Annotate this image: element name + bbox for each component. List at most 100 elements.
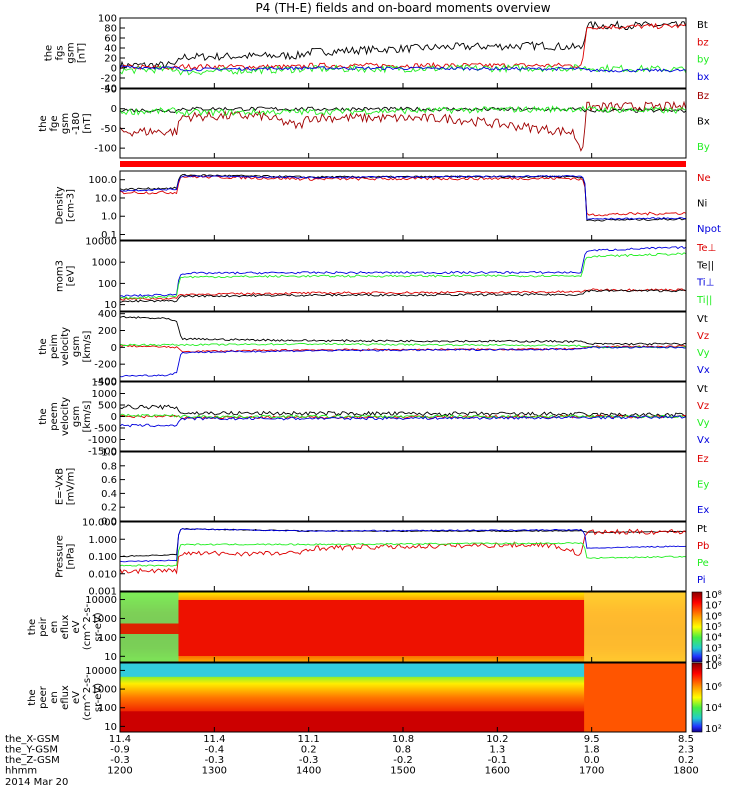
y-axis-label-line: the — [38, 338, 49, 354]
y-tick-label: 0.6 — [101, 475, 117, 486]
x-axis-value: 11.4 — [109, 734, 131, 745]
y-tick-label: 100 — [98, 279, 117, 290]
legend-entry-bz: bz — [697, 37, 709, 48]
y-tick-label: 20 — [104, 54, 117, 65]
panel-frame — [119, 451, 687, 522]
spectrogram-main-region — [178, 600, 585, 656]
legend-entry-Vz: Vz — [697, 401, 709, 412]
y-tick-label: 500 — [98, 401, 117, 412]
legend-entry-Pe: Pe — [697, 558, 709, 569]
x-axis-row-label: hhmm — [5, 766, 37, 777]
y-tick-label: 0.4 — [101, 489, 117, 500]
y-tick-label: 0 — [111, 343, 117, 354]
y-tick-label: 1500 — [92, 378, 117, 389]
spectrogram-post-region — [584, 663, 686, 732]
y-tick-label: 0.0 — [101, 517, 117, 528]
y-axis-label-line: eflux — [60, 615, 71, 640]
y-axis-label-line: velocity — [60, 327, 71, 366]
y-tick-label: 200 — [98, 326, 117, 337]
y-tick-label: 0.1 — [101, 230, 117, 241]
spectrogram-pre-band — [120, 623, 179, 634]
legend-entry-Ey: Ey — [697, 480, 709, 491]
y-tick-label: 1000 — [92, 258, 117, 269]
y-axis-label-line: [cm-3] — [66, 189, 77, 222]
y-axis-label-line: en — [49, 691, 60, 704]
legend-entry-Npot: Npot — [697, 224, 721, 235]
panel-efield: 1.0 0.8 0.6 0.4 0.2 0.0 E=-VxB [mV/m] Ez Ey Ex — [55, 448, 710, 528]
y-tick-label: -100 — [94, 144, 117, 155]
legend-entry-Vz: Vz — [697, 331, 709, 342]
legend-entry-by: by — [697, 55, 709, 66]
x-axis-value: 1300 — [202, 766, 227, 777]
y-tick-label: 1000 — [92, 389, 117, 400]
y-axis-label-line: sr-eV) — [93, 612, 104, 641]
y-axis-label-line: (cm^2-s- — [82, 603, 93, 650]
x-axis-value: 0.2 — [678, 755, 694, 766]
y-tick-label: 0 — [111, 412, 117, 423]
series-line-By — [119, 105, 687, 117]
y-tick-label: 0.100 — [88, 552, 117, 563]
y-axis-label-line: peim — [49, 334, 60, 359]
x-axis-value: 10.2 — [486, 734, 508, 745]
y-tick-label: -400 — [94, 377, 117, 388]
series-line-Ne — [119, 174, 687, 217]
y-axis-label-line: [nPa] — [66, 543, 77, 569]
legend-entry-Pi: Pi — [697, 575, 706, 586]
y-axis-label-line: the — [27, 689, 38, 705]
legend-entry-Vt: Vt — [697, 314, 708, 325]
colorbar-tick: 10⁵ — [705, 622, 722, 633]
y-tick-label: -1000 — [88, 435, 117, 446]
y-tick-label: 60 — [104, 34, 117, 45]
series-line-Pb — [119, 528, 687, 575]
x-axis-value: -0.9 — [110, 745, 130, 756]
x-axis-row-label: the_Z-GSM — [5, 755, 60, 766]
panel-frame — [119, 170, 687, 241]
x-axis-value: 1200 — [107, 766, 132, 777]
y-tick-label: 100 — [98, 703, 117, 714]
series-line-Bx — [119, 106, 687, 113]
series-line-Vy — [119, 342, 687, 349]
x-axis-value: -0.3 — [110, 755, 130, 766]
y-tick-label: 400 — [98, 309, 117, 320]
legend-entry-bx: bx — [697, 72, 709, 83]
y-tick-label: 10000 — [85, 666, 117, 677]
y-axis-label-line: peir — [38, 616, 49, 636]
legend-entry-Pb: Pb — [697, 541, 709, 552]
x-axis-value: 1400 — [296, 766, 321, 777]
y-tick-label: 10 — [104, 300, 117, 311]
x-axis-row-label: the_Y-GSM — [5, 745, 58, 756]
colorbar-tick: 10³ — [705, 643, 722, 654]
y-axis-label-line: [km/s] — [82, 400, 93, 432]
x-axis-value: 1500 — [390, 766, 415, 777]
y-axis-label-line: Density — [55, 186, 66, 224]
series-line-Vt — [119, 315, 687, 346]
series-line-Vx — [119, 346, 687, 378]
series-line-Bt — [119, 20, 687, 71]
series-line-Te⊥ — [119, 288, 687, 301]
colorbar — [691, 591, 703, 663]
colorbar-tick: 10⁶ — [705, 611, 722, 622]
x-axis-row-label: the_X-GSM — [5, 734, 59, 745]
y-tick-label: 1.000 — [88, 535, 117, 546]
legend-entry-Ne: Ne — [697, 173, 711, 184]
y-axis-label-line: gsm — [71, 336, 82, 357]
y-axis-label-line: eV — [71, 620, 82, 633]
spectrogram-high-energy — [120, 663, 686, 677]
legend-entry-Te||: Te|| — [696, 260, 714, 271]
y-axis-label-line: E=-VxB — [55, 468, 66, 505]
y-tick-label: -1500 — [88, 447, 117, 458]
series-line-Ni — [119, 173, 687, 222]
y-tick-label: 1.0 — [101, 212, 117, 223]
legend-entry-Ti⊥: Ti⊥ — [696, 278, 714, 289]
y-tick-label: 100 — [98, 14, 117, 25]
colorbar-tick: 10² — [705, 724, 722, 735]
x-axis-value: -0.4 — [205, 745, 225, 756]
y-tick-label: 40 — [104, 44, 117, 55]
y-tick-label: -40 — [101, 84, 117, 95]
legend-entry-By: By — [697, 142, 710, 153]
y-axis-label-line: fgs — [55, 45, 66, 60]
spectrogram-post-region — [584, 592, 686, 662]
